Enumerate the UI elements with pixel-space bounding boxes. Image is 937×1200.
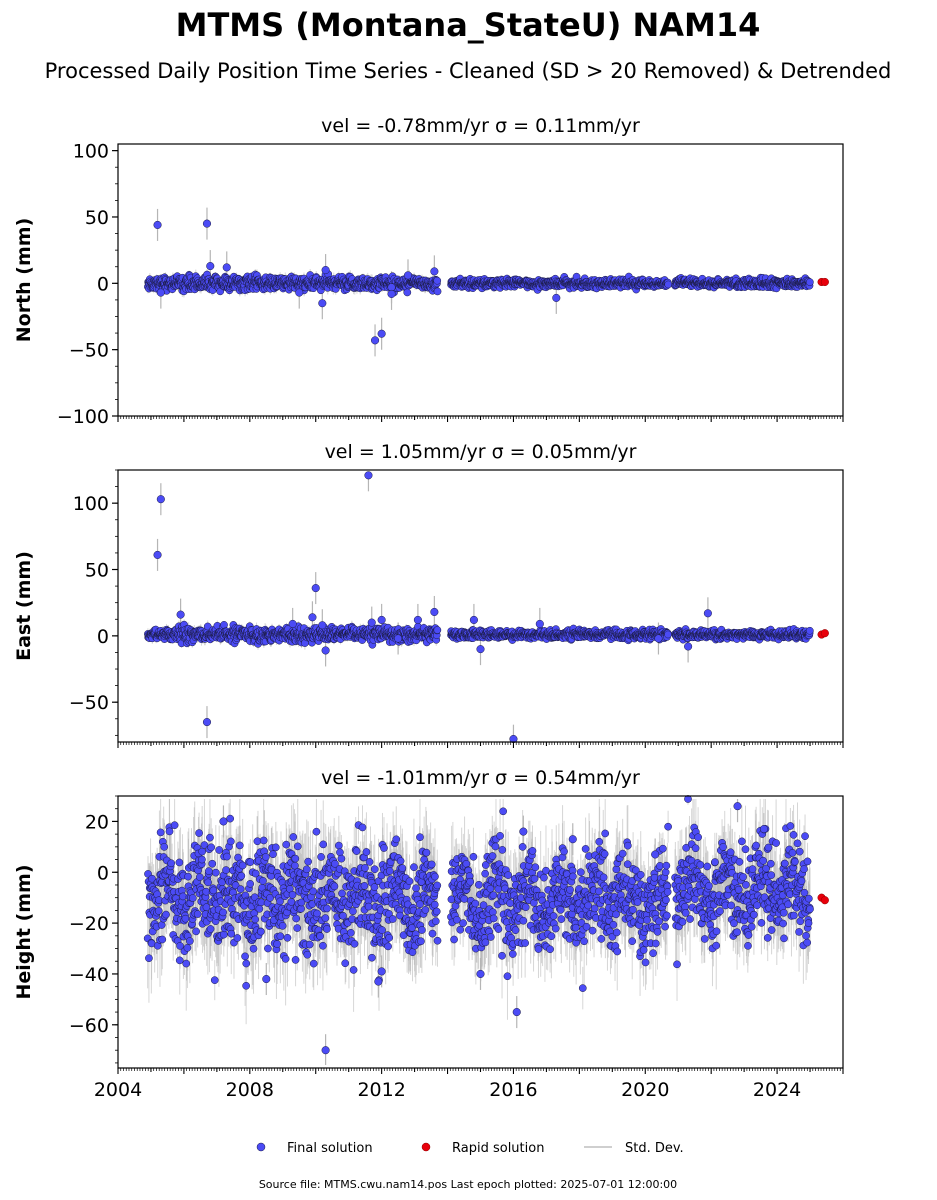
final-point	[403, 288, 412, 297]
final-point-outlier	[370, 336, 380, 345]
final-point-outlier	[153, 220, 162, 229]
final-point-outlier	[377, 329, 386, 338]
final-point-outlier	[156, 288, 165, 297]
y-tick-label: 100	[73, 141, 109, 163]
final-point	[664, 280, 673, 289]
y-tick-label: 50	[85, 207, 109, 229]
final-point	[433, 287, 442, 296]
figure-title: MTMS (Montana_StateU) NAM14	[176, 6, 761, 44]
panel-title: vel = 1.05mm/yr σ = 0.05mm/yr	[325, 441, 637, 463]
final-point-outlier	[222, 263, 231, 272]
final-point-outlier	[206, 262, 215, 271]
final-point-outlier	[552, 293, 561, 302]
data-layer	[144, 471, 829, 744]
final-point	[806, 278, 814, 286]
final-point-outlier	[430, 267, 439, 276]
north-panel: vel = -0.78mm/yr σ = 0.11mm/yr North (mm)…	[13, 115, 844, 428]
panel-title: vel = -0.78mm/yr σ = 0.11mm/yr	[321, 115, 640, 137]
data-layer	[144, 207, 829, 357]
final-point-outlier	[321, 265, 330, 275]
figure-subtitle: Processed Daily Position Time Series - C…	[45, 59, 892, 83]
final-points	[144, 219, 814, 345]
final-point	[433, 276, 442, 285]
y-axis-label: East (mm)	[13, 551, 35, 661]
y-tick-label: 0	[97, 273, 109, 295]
final-point-outlier	[295, 288, 304, 297]
y-tick-label: −100	[57, 406, 109, 428]
y-tick-label: −50	[69, 340, 109, 362]
final-point-outlier	[318, 299, 327, 308]
y-axis-label: North (mm)	[13, 218, 35, 343]
std-dev-bars	[147, 473, 811, 739]
final-point-outlier	[387, 289, 396, 298]
final-point-outlier	[403, 271, 413, 280]
final-point-outlier	[202, 219, 212, 228]
rapid-point	[820, 277, 829, 287]
